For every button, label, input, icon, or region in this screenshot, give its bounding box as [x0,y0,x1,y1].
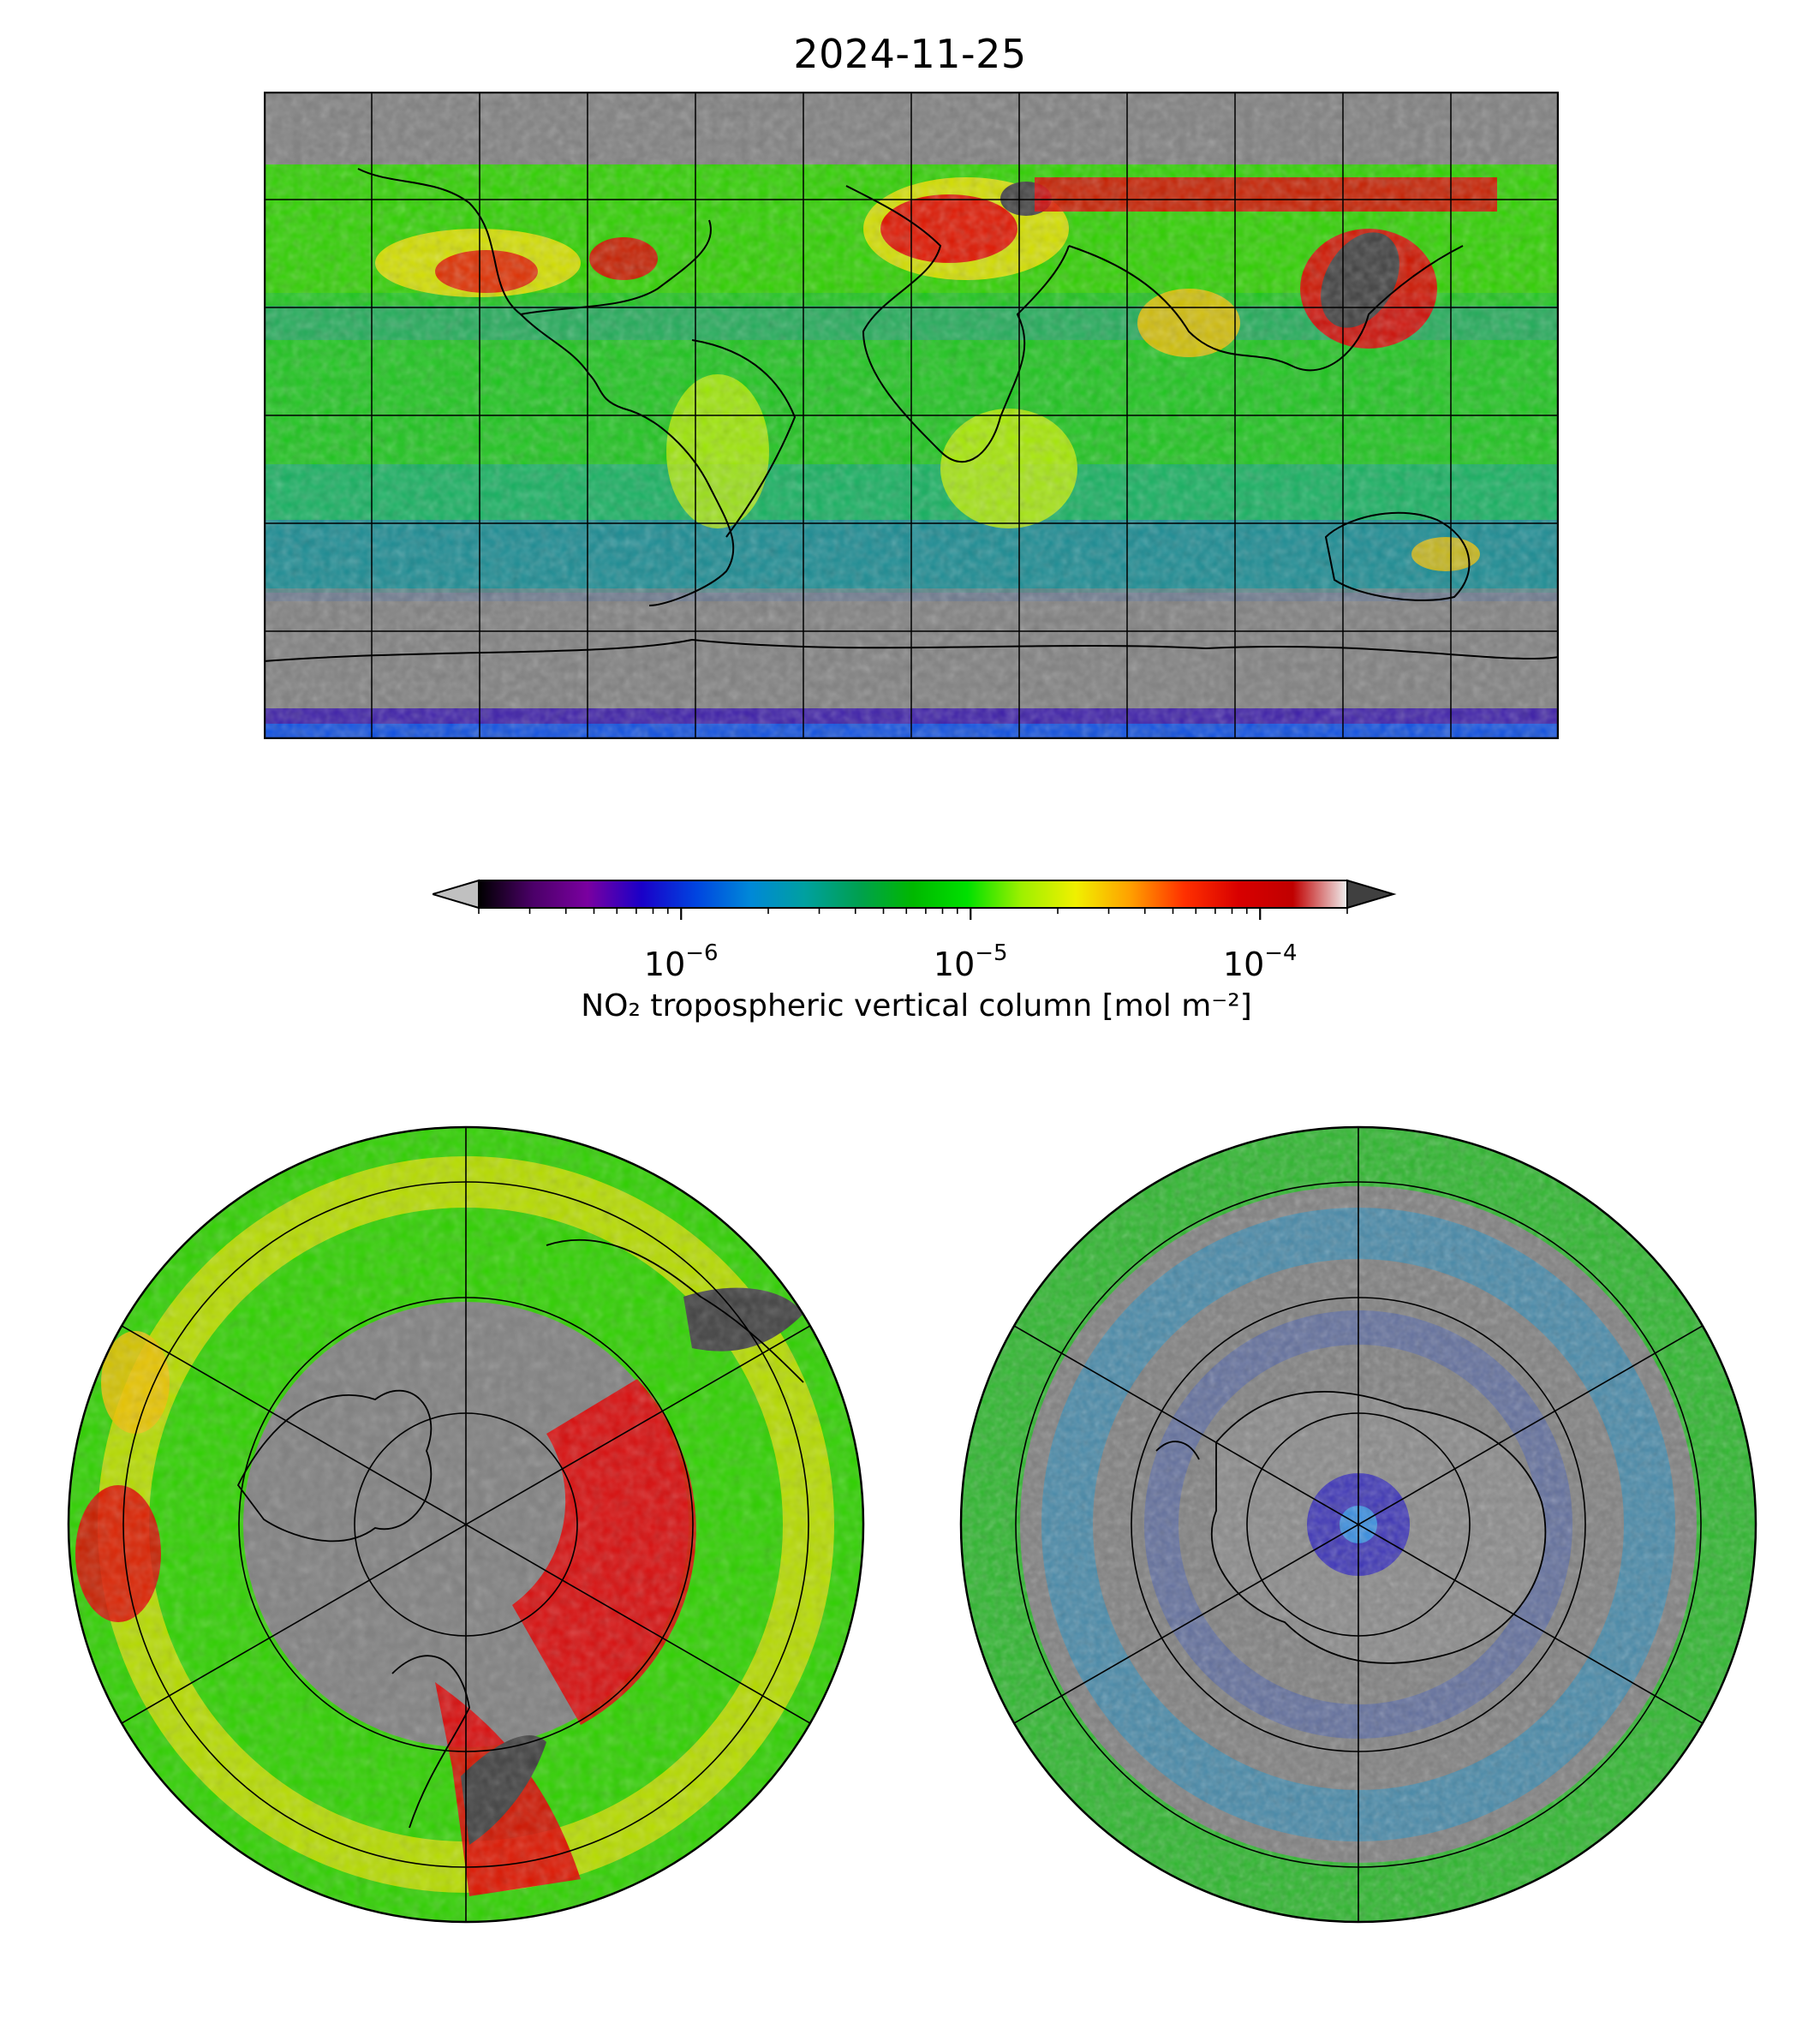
north-polar-map [67,1125,865,1924]
south-gridlines [961,1127,1756,1922]
north-coastlines [236,1238,804,1829]
colorbar-gradient-bar [478,880,1348,909]
map-title: 2024-11-25 [793,31,1027,77]
colorbar-under-extension [429,879,480,910]
coast-asia [1068,245,1464,372]
coast-americas-west [357,168,735,606]
colorbar-tick-label: 10−5 [933,940,1008,983]
global-map-frame [263,91,1560,740]
colorbar-graphic [429,879,1397,920]
coast-north-america-east [520,219,712,315]
colorbar-label: NO₂ tropospheric vertical column [mol m⁻… [581,988,1252,1023]
coast-antarctica [264,638,1559,662]
south-polar-map [959,1125,1757,1924]
colorbar-tick-label: 10−6 [643,940,719,983]
global-map-canvas [263,91,1560,740]
north-polar-canvas [67,1125,865,1924]
colorbar: 10−6 10−5 10−4 NO₂ tropospheric vertical c… [429,872,1400,1043]
coast-south-america-east [691,339,797,538]
colorbar-tick-marks [478,908,1348,920]
colorbar-tick-label: 10−4 [1222,940,1298,983]
global-map [263,91,1560,740]
south-africa-yellow [1619,1853,1704,1905]
south-coastlines [1155,1391,1547,1664]
north-map-frame [67,1125,865,1924]
north-gridlines [69,1127,863,1922]
colorbar-over-extension [1346,879,1397,910]
gridlines [264,92,1559,739]
south-map-frame [959,1125,1757,1924]
south-polar-canvas [959,1125,1757,1924]
coast-australia [1324,511,1471,601]
